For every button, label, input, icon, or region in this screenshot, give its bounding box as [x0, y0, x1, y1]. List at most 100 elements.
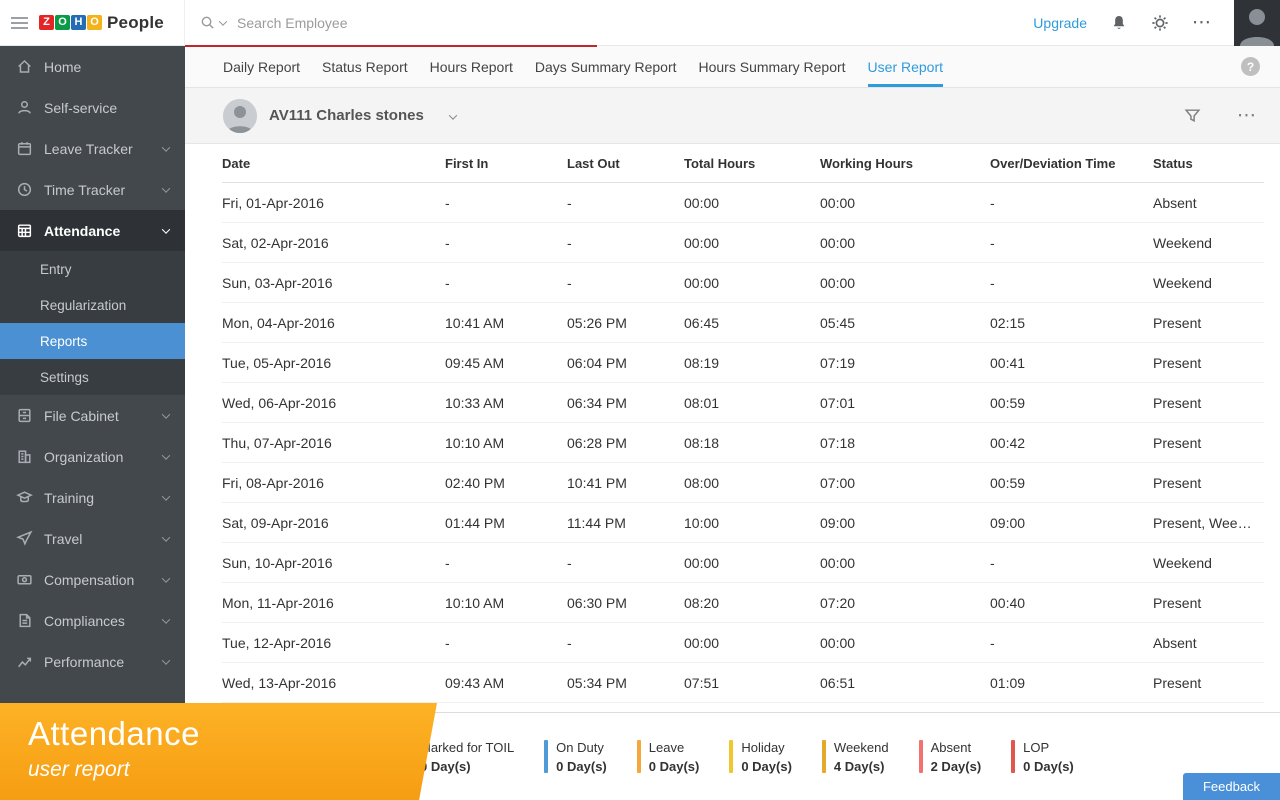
sidebar-item-organization[interactable]: Organization	[0, 436, 185, 477]
sidebar-item-performance[interactable]: Performance	[0, 641, 185, 682]
upgrade-link[interactable]: Upgrade	[1033, 15, 1087, 31]
sidebar-item-label: Compensation	[44, 572, 152, 588]
sidebar-item-label: Training	[44, 490, 152, 506]
search-icon[interactable]	[200, 15, 215, 30]
cell-deviation: 00:40	[990, 595, 1153, 611]
legend-label: Leave	[649, 740, 700, 755]
legend-label: Absent	[931, 740, 982, 755]
notifications-bell-icon[interactable]	[1110, 14, 1128, 32]
cell-last-out: 05:26 PM	[567, 315, 684, 331]
cell-working-hours: 07:01	[820, 395, 990, 411]
attendance-report-table: Date First In Last Out Total Hours Worki…	[185, 144, 1280, 712]
feedback-button[interactable]: Feedback	[1183, 773, 1280, 800]
filter-icon[interactable]	[1184, 107, 1201, 124]
report-tab[interactable]: Hours Summary Report	[699, 46, 846, 87]
cell-first-in: -	[445, 635, 567, 651]
legend-item: Holiday 0 Day(s)	[729, 740, 792, 774]
report-tab[interactable]: Status Report	[322, 46, 408, 87]
cell-total-hours: 08:00	[684, 475, 820, 491]
cell-last-out: -	[567, 635, 684, 651]
cell-working-hours: 07:00	[820, 475, 990, 491]
sidebar-item-attendance[interactable]: Attendance	[0, 210, 185, 251]
cell-first-in: -	[445, 275, 567, 291]
travel-plane-icon	[16, 530, 33, 547]
legend-text: Leave 0 Day(s)	[649, 740, 700, 774]
cell-status: Absent	[1153, 195, 1264, 211]
legend-label: Holiday	[741, 740, 792, 755]
cell-date: Tue, 12-Apr-2016	[222, 635, 445, 651]
legend-color-bar	[822, 740, 826, 773]
sidebar-subitem-reports[interactable]: Reports	[0, 323, 185, 359]
search-input[interactable]	[235, 14, 555, 32]
settings-gear-icon[interactable]	[1151, 14, 1169, 32]
cell-date: Thu, 07-Apr-2016	[222, 435, 445, 451]
chevron-down-icon	[162, 492, 170, 500]
cell-status: Present	[1153, 475, 1264, 491]
cell-total-hours: 06:45	[684, 315, 820, 331]
sidebar-subitem-regularization[interactable]: Regularization	[0, 287, 185, 323]
legend-label: Weekend	[834, 740, 889, 755]
sidebar-item-self-service[interactable]: Self-service	[0, 87, 185, 128]
cell-status: Present	[1153, 355, 1264, 371]
cell-deviation: 00:41	[990, 355, 1153, 371]
legend-value: 0 Day(s)	[741, 759, 792, 774]
sidebar-item-home[interactable]: Home	[0, 46, 185, 87]
report-tab[interactable]: Hours Report	[430, 46, 513, 87]
hamburger-menu-icon[interactable]	[9, 13, 30, 33]
sidebar: Home Self-service Leave Tracker Time Tra…	[0, 46, 185, 800]
cell-working-hours: 00:00	[820, 635, 990, 651]
cell-date: Sat, 09-Apr-2016	[222, 515, 445, 531]
sidebar-item-compensation[interactable]: Compensation	[0, 559, 185, 600]
sidebar-subitem-settings[interactable]: Settings	[0, 359, 185, 395]
clock-icon	[16, 181, 33, 198]
zoho-people-logo[interactable]: Z O H O People	[39, 13, 164, 33]
sidebar-item-compliances[interactable]: Compliances	[0, 600, 185, 641]
employee-selector-bar: AV111 Charles stones ⋯	[185, 88, 1280, 144]
cell-total-hours: 00:00	[684, 555, 820, 571]
report-tab[interactable]: Daily Report	[223, 46, 300, 87]
table-row: Sun, 10-Apr-2016 - - 00:00 00:00 - Weeke…	[222, 543, 1264, 583]
cell-total-hours: 00:00	[684, 235, 820, 251]
cell-last-out: 06:30 PM	[567, 595, 684, 611]
cell-working-hours: 07:20	[820, 595, 990, 611]
cell-status: Weekend	[1153, 235, 1264, 251]
legend-item: LOP 0 Day(s)	[1011, 740, 1074, 774]
legend-text: Weekend 4 Day(s)	[834, 740, 889, 774]
cell-status: Weekend	[1153, 555, 1264, 571]
sidebar-item-training[interactable]: Training	[0, 477, 185, 518]
report-tabs: Daily Report Status Report Hours Report …	[223, 46, 943, 87]
cell-first-in: 02:40 PM	[445, 475, 567, 491]
cell-date: Sun, 03-Apr-2016	[222, 275, 445, 291]
search-scope-chevron-icon[interactable]	[219, 17, 227, 25]
cell-last-out: 06:34 PM	[567, 395, 684, 411]
cell-last-out: 06:04 PM	[567, 355, 684, 371]
more-options-icon[interactable]: ⋯	[1192, 13, 1211, 32]
report-more-options-icon[interactable]: ⋯	[1237, 106, 1256, 125]
cell-working-hours: 07:19	[820, 355, 990, 371]
cell-first-in: 09:45 AM	[445, 355, 567, 371]
sidebar-subitem-entry[interactable]: Entry	[0, 251, 185, 287]
cell-deviation: 02:15	[990, 315, 1153, 331]
sidebar-item-time-tracker[interactable]: Time Tracker	[0, 169, 185, 210]
column-header: Total Hours	[684, 156, 820, 171]
sidebar-item-file-cabinet[interactable]: File Cabinet	[0, 395, 185, 436]
banner-title: Attendance	[28, 715, 437, 753]
legend-value: 2 Day(s)	[931, 759, 982, 774]
help-icon[interactable]: ?	[1241, 57, 1260, 76]
employee-selector-chevron-icon[interactable]	[446, 103, 460, 129]
cell-first-in: 10:33 AM	[445, 395, 567, 411]
table-row: Sat, 09-Apr-2016 01:44 PM 11:44 PM 10:00…	[222, 503, 1264, 543]
column-header: Working Hours	[820, 156, 990, 171]
sidebar-item-travel[interactable]: Travel	[0, 518, 185, 559]
legend-item: Leave 0 Day(s)	[637, 740, 700, 774]
legend-value: 0 Day(s)	[556, 759, 607, 774]
employee-avatar	[223, 99, 257, 133]
zoho-people-app: Z O H O People Upgrade ⋯	[0, 0, 1280, 800]
cell-last-out: 06:28 PM	[567, 435, 684, 451]
cell-deviation: 09:00	[990, 515, 1153, 531]
user-avatar[interactable]	[1234, 0, 1280, 46]
chevron-down-icon	[162, 451, 170, 459]
report-tab[interactable]: Days Summary Report	[535, 46, 677, 87]
report-tab[interactable]: User Report	[868, 46, 943, 87]
sidebar-item-leave-tracker[interactable]: Leave Tracker	[0, 128, 185, 169]
